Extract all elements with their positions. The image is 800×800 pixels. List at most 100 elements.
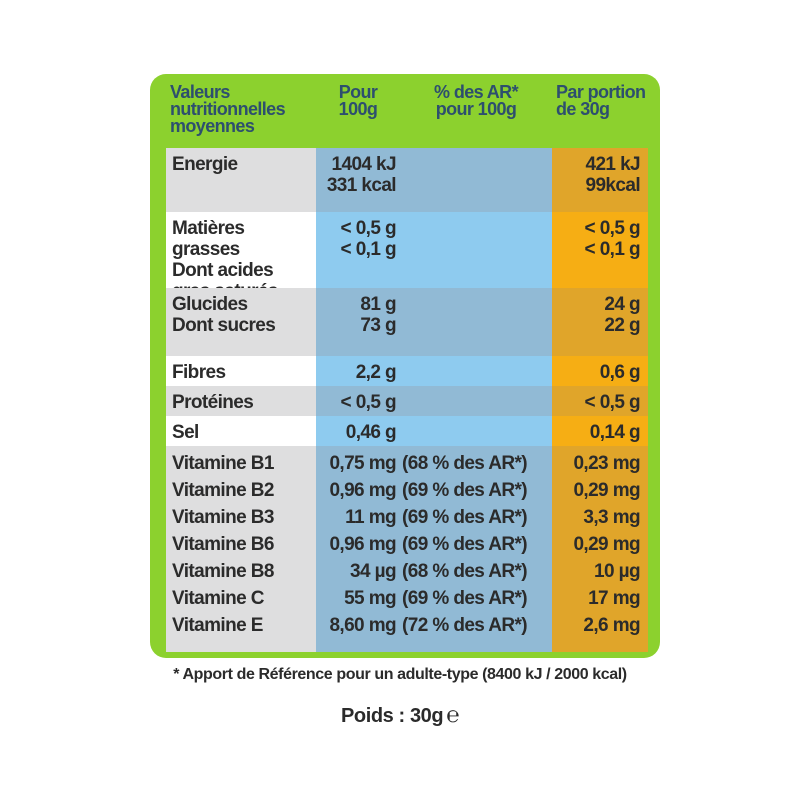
vitamin-percent-ar: (69 % des AR*) [402,588,528,609]
value-per-100g-line: 331 kcal [326,175,397,196]
vitamin-per-portion: 2,6 mg [583,615,640,636]
nutrient-label-line: gras saturés [172,281,312,288]
value-per-portion-line: 0,6 g [599,362,641,383]
nutrient-label-line: Dont sucres [172,315,276,336]
value-per-100g-line: 2,2 g [355,362,397,383]
value-per-100g: 1404 kJ 331 kcal [316,148,400,212]
header-per-100g: Pour 100g [316,80,400,148]
vitamin-percent-ar: (69 % des AR*) [402,534,528,555]
header-line: pour 100g [435,99,517,119]
header-line: Pour [338,82,378,102]
header-line: % des AR* [434,82,519,102]
vitamin-per-portion: 0,29 mg [573,534,640,555]
header-line: Par portion [556,82,646,102]
value-per-100g-line: 81 g [360,294,396,315]
vitamin-name: Vitamine C [172,588,264,609]
vitamin-per-portion: 3,3 mg [583,507,640,528]
value-per-100g: < 0,5 g < 0,1 g [316,212,400,288]
vitamin-per-100g: 34 µg [350,561,397,582]
vitamin-per-portion-column: 0,23 mg 0,29 mg 3,3 mg 0,29 mg 10 µg 17 mg 2,6… [552,446,648,652]
value-per-portion: 0,6 g [552,356,648,386]
value-per-100g: < 0,5 g [316,386,400,416]
vitamin-per-100g: 0,96 mg [329,534,396,555]
nutrient-label: Fibres [166,356,316,386]
value-per-portion-line: 99kcal [585,175,640,196]
nutrient-label: Glucides Dont sucres [166,288,316,356]
value-per-100g-line: 0,46 g [345,422,397,443]
header-line: nutritionnelles [170,99,286,119]
vitamin-per-100g: 11 mg [345,507,396,528]
header-line: moyennes [170,116,255,136]
vitamin-name: Vitamine B2 [172,480,274,501]
percent-ar [400,386,552,416]
header-line: Valeurs [170,82,230,102]
value-per-portion-line: 22 g [604,315,640,336]
percent-ar [400,356,552,386]
nutrient-label-line: Glucides [172,294,248,315]
value-per-portion-line: 421 kJ [585,154,640,175]
value-per-portion-line: < 0,5 g [584,392,641,413]
value-per-portion-line: < 0,5 g [584,218,641,239]
vitamin-per-100g: 55 mg [344,588,397,609]
vitamin-per-portion: 17 mg [588,588,641,609]
percent-ar [400,288,552,356]
vitamin-name: Vitamine B3 [172,507,274,528]
value-per-portion: 0,14 g [552,416,648,446]
vitamin-percent-ar: (69 % des AR*) [402,480,528,501]
vitamin-per-portion: 0,23 mg [573,453,640,474]
percent-ar [400,416,552,446]
value-per-100g-line: < 0,5 g [340,218,397,239]
vitamin-per-portion: 0,29 mg [573,480,640,501]
percent-ar [400,212,552,288]
value-per-100g-line: 1404 kJ [331,154,397,175]
nutrient-label: Energie [166,148,316,212]
footnote: * Apport de Référence pour un adulte-typ… [173,666,627,683]
vitamin-percent-ar-column: (68 % des AR*) (69 % des AR*) (69 % des AR… [400,446,552,652]
value-per-100g: 0,46 g [316,416,400,446]
header-percent-ar: % des AR* pour 100g [400,80,552,148]
vitamin-percent-ar: (68 % des AR*) [402,561,528,582]
nutrition-table: Valeurs nutritionnelles moyennes Pour 10… [166,80,648,652]
nutrient-label-line: Dont acides [172,260,274,281]
vitamin-percent-ar: (68 % des AR*) [402,453,528,474]
header-nutrients: Valeurs nutritionnelles moyennes [166,80,316,148]
vitamin-name: Vitamine E [172,615,263,636]
header-line: de 30g [556,99,610,119]
vitamin-name: Vitamine B6 [172,534,274,555]
nutrient-label-line: Energie [172,154,238,175]
weight-label: Poids : 30g [340,705,444,727]
vitamin-per-100g: 0,75 mg [329,453,396,474]
vitamin-name: Vitamine B1 [172,453,274,474]
value-per-portion: < 0,5 g [552,386,648,416]
vitamin-percent-ar: (72 % des AR*) [402,615,528,636]
value-per-portion: 421 kJ 99kcal [552,148,648,212]
nutrient-label-line: Sel [172,422,199,443]
value-per-portion: < 0,5 g < 0,1 g [552,212,648,288]
header-per-portion: Par portion de 30g [552,80,648,148]
value-per-portion: 24 g 22 g [552,288,648,356]
vitamin-per-100g: 0,96 mg [329,480,396,501]
value-per-100g-line: < 0,5 g [340,392,397,413]
value-per-portion-line: < 0,1 g [584,239,641,260]
vitamin-percent-ar: (69 % des AR*) [402,507,528,528]
value-per-100g-line: 73 g [360,315,396,336]
value-per-100g-line: < 0,1 g [340,239,397,260]
nutrient-label: Sel [166,416,316,446]
vitamin-per-100g: 8,60 mg [329,615,396,636]
vitamin-name-column: Vitamine B1 Vitamine B2 Vitamine B3 Vitamin… [166,446,316,652]
vitamin-name: Vitamine B8 [172,561,274,582]
value-per-portion-line: 24 g [604,294,640,315]
vitamin-per-portion: 10 µg [594,561,641,582]
percent-ar [400,148,552,212]
vitamin-per-100g-column: 0,75 mg 0,96 mg 11 mg 0,96 mg 34 µg 55 mg 8,60… [316,446,400,652]
value-per-100g: 81 g 73 g [316,288,400,356]
nutrient-label: Protéines [166,386,316,416]
net-weight: Poids : 30g ℮ [0,702,800,728]
nutrient-label-line: Fibres [172,362,226,383]
nutrient-label-line: Protéines [172,392,254,413]
nutrient-label-line: Matières grasses [172,218,245,260]
header-line: 100g [338,99,378,119]
estimated-sign-icon: ℮ [446,702,460,727]
value-per-100g: 2,2 g [316,356,400,386]
